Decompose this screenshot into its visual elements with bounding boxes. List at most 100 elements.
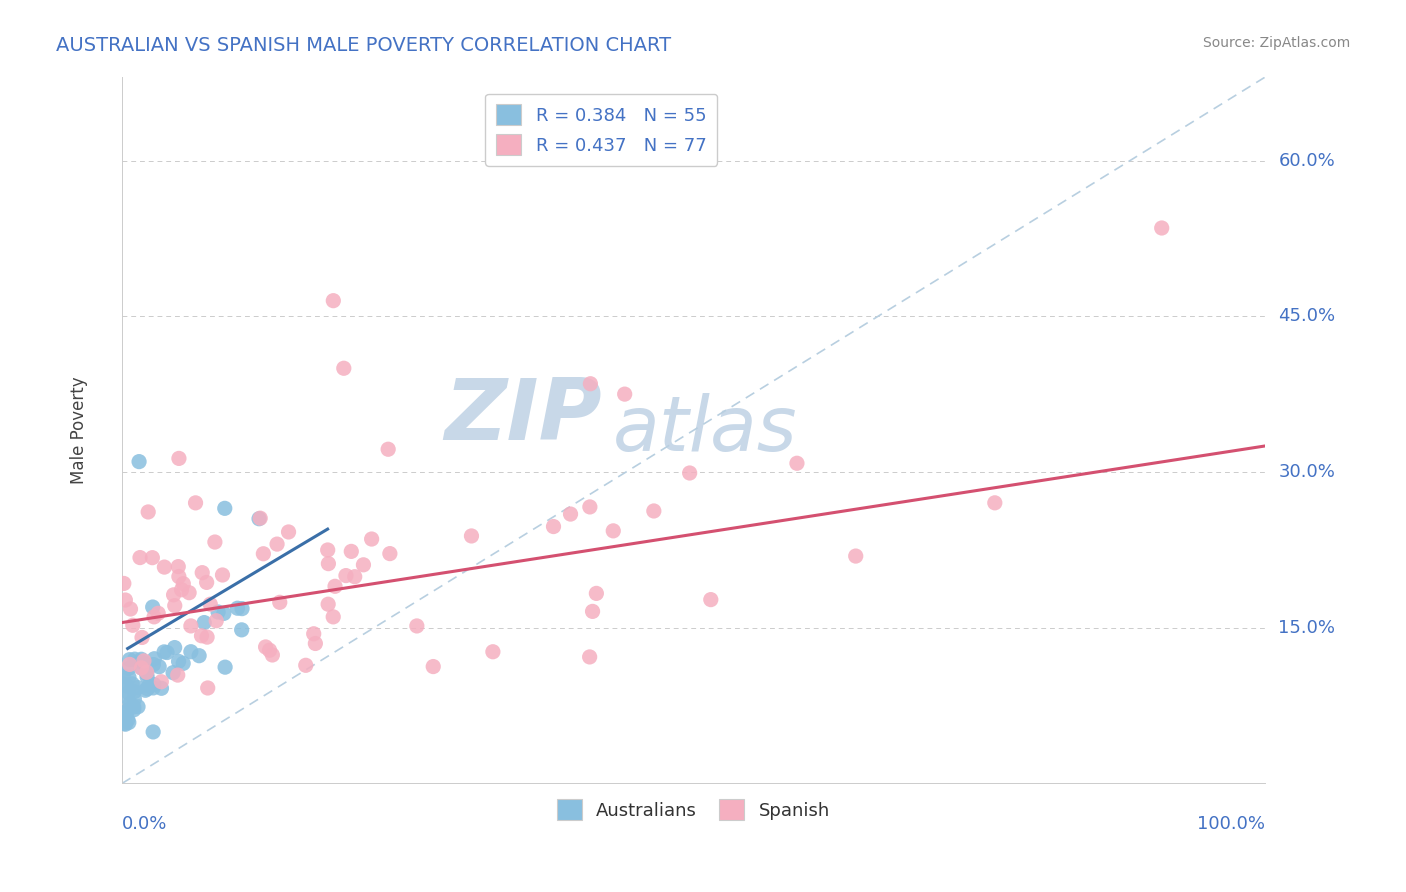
Point bbox=[124, 652, 146, 666]
Point bbox=[117, 686, 139, 700]
Point bbox=[142, 725, 165, 739]
Legend: Australians, Spanish: Australians, Spanish bbox=[550, 792, 837, 828]
Point bbox=[254, 640, 277, 654]
Point bbox=[302, 627, 325, 641]
Point bbox=[333, 361, 356, 376]
Point bbox=[148, 659, 170, 673]
Point bbox=[127, 699, 149, 714]
Point bbox=[613, 387, 636, 401]
Point bbox=[132, 656, 155, 670]
Point bbox=[117, 703, 139, 717]
Point bbox=[162, 588, 184, 602]
Point bbox=[124, 684, 146, 698]
Point bbox=[131, 652, 153, 666]
Point bbox=[131, 661, 153, 675]
Point bbox=[543, 519, 565, 533]
Point bbox=[205, 614, 228, 628]
Point bbox=[167, 559, 190, 574]
Point bbox=[121, 677, 143, 691]
Point bbox=[377, 442, 399, 457]
Point bbox=[163, 640, 186, 655]
Point bbox=[132, 654, 155, 668]
Point bbox=[579, 500, 602, 514]
Point bbox=[195, 630, 218, 644]
Text: atlas: atlas bbox=[613, 393, 797, 467]
Point bbox=[482, 645, 505, 659]
Point bbox=[153, 645, 176, 659]
Point bbox=[115, 679, 138, 693]
Point bbox=[142, 657, 165, 672]
Point bbox=[180, 645, 202, 659]
Point bbox=[304, 636, 326, 650]
Point bbox=[578, 649, 600, 664]
Text: 15.0%: 15.0% bbox=[1278, 619, 1336, 637]
Text: 100.0%: 100.0% bbox=[1197, 815, 1264, 833]
Point bbox=[643, 504, 665, 518]
Text: 0.0%: 0.0% bbox=[122, 815, 167, 833]
Point bbox=[352, 558, 374, 572]
Point bbox=[249, 511, 271, 525]
Point bbox=[131, 661, 153, 675]
Point bbox=[118, 653, 141, 667]
Point bbox=[195, 575, 218, 590]
Point bbox=[121, 618, 143, 632]
Point bbox=[193, 615, 215, 630]
Point bbox=[153, 560, 176, 574]
Point bbox=[112, 677, 135, 691]
Point bbox=[231, 601, 253, 615]
Point bbox=[422, 659, 444, 673]
Point bbox=[112, 716, 135, 731]
Point bbox=[679, 466, 702, 480]
Point bbox=[156, 646, 179, 660]
Point bbox=[190, 629, 212, 643]
Point bbox=[845, 549, 868, 563]
Point bbox=[112, 706, 135, 721]
Point bbox=[602, 524, 624, 538]
Point bbox=[323, 579, 346, 593]
Point bbox=[266, 537, 288, 551]
Point bbox=[252, 547, 274, 561]
Point bbox=[579, 376, 602, 391]
Point bbox=[211, 568, 233, 582]
Point bbox=[184, 496, 207, 510]
Point bbox=[172, 657, 194, 671]
Point bbox=[120, 697, 142, 711]
Point bbox=[197, 681, 219, 695]
Point bbox=[231, 623, 253, 637]
Point bbox=[112, 710, 135, 724]
Point bbox=[172, 576, 194, 591]
Point bbox=[360, 532, 382, 546]
Point bbox=[262, 648, 284, 662]
Point bbox=[114, 717, 136, 731]
Point bbox=[318, 557, 340, 571]
Point bbox=[142, 600, 165, 615]
Point bbox=[136, 670, 159, 684]
Point bbox=[136, 681, 159, 696]
Point bbox=[294, 658, 316, 673]
Point bbox=[112, 669, 135, 683]
Point bbox=[214, 660, 236, 674]
Point bbox=[214, 501, 236, 516]
Point bbox=[786, 456, 808, 470]
Point bbox=[166, 668, 188, 682]
Point bbox=[117, 713, 139, 727]
Point bbox=[128, 455, 150, 469]
Point bbox=[122, 703, 145, 717]
Point bbox=[212, 607, 235, 621]
Point bbox=[700, 592, 723, 607]
Point bbox=[120, 602, 142, 616]
Point bbox=[134, 683, 156, 698]
Point bbox=[405, 619, 427, 633]
Point bbox=[277, 524, 299, 539]
Point bbox=[135, 666, 157, 681]
Point bbox=[118, 661, 141, 675]
Point bbox=[1150, 221, 1173, 235]
Point bbox=[138, 679, 160, 693]
Point bbox=[204, 535, 226, 549]
Point bbox=[343, 570, 366, 584]
Text: ZIP: ZIP bbox=[444, 375, 602, 458]
Point bbox=[143, 651, 166, 665]
Point bbox=[142, 681, 165, 695]
Text: 60.0%: 60.0% bbox=[1278, 152, 1336, 169]
Point bbox=[118, 670, 141, 684]
